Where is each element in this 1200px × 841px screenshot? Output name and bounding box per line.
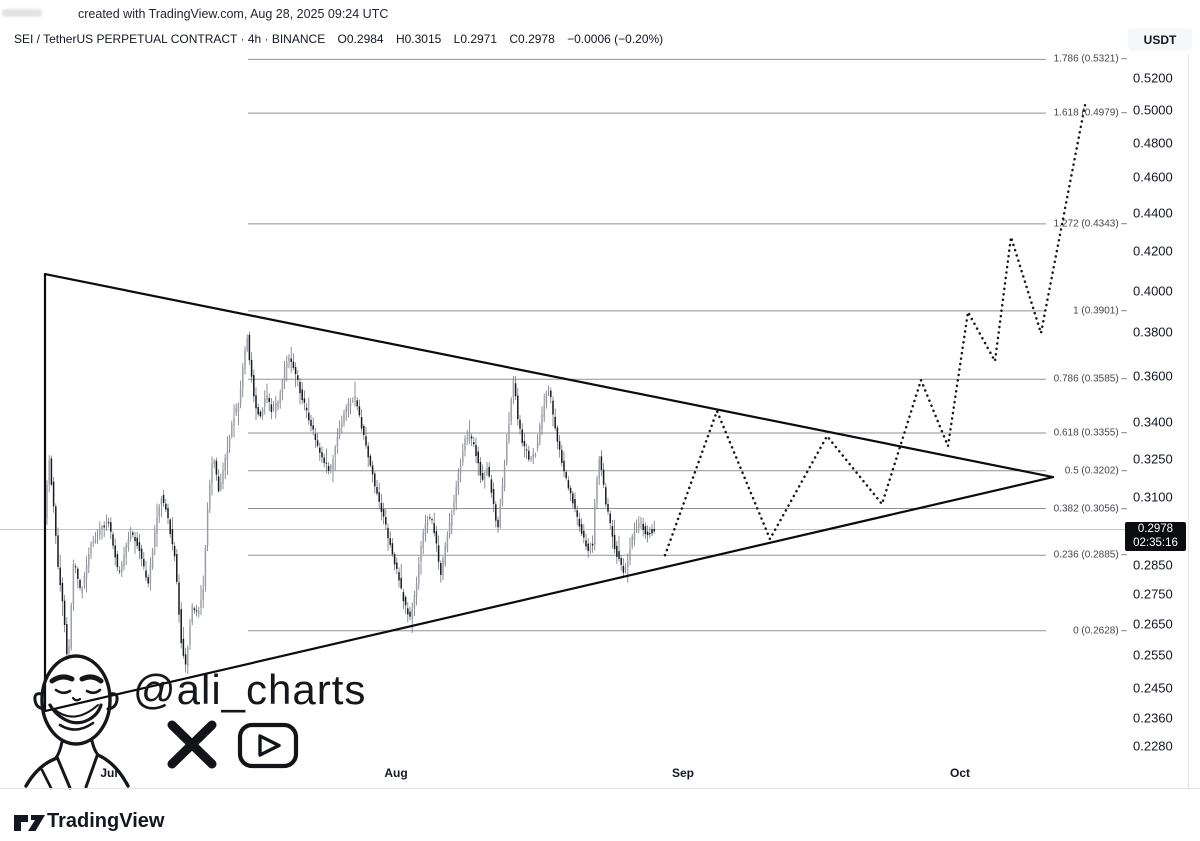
last-price-value: 0.2978 [1137,523,1174,535]
bar-countdown: 02:35:16 [1133,536,1178,549]
price-tick: 0.3250 [1133,451,1173,467]
last-price-badge: 0.2978 02:35:16 [1125,522,1186,551]
avatar-face-drawing [24,654,130,790]
ohlc-close: C0.2978 [509,32,555,46]
time-axis-label-oct: Oct [949,766,971,780]
watermark-handle: @ali_charts [133,666,367,713]
fib-label: 0.236 (0.2885) – [1053,549,1127,561]
candlesticks [46,331,655,674]
price-tick: 0.5200 [1133,70,1173,86]
price-tick: 0.3600 [1133,368,1173,384]
time-axis-label-aug: Aug [384,766,408,780]
symbol-header: SEI / TetherUS PERPETUAL CONTRACT · 4h ·… [14,32,672,46]
price-tick: 0.4200 [1133,243,1173,259]
price-tick: 0.2550 [1133,647,1173,663]
ohlc-high: H0.3015 [395,32,442,46]
credit-line: created with TradingView.com, Aug 28, 20… [78,7,389,21]
time-axis-label-jul: Jul [100,766,118,780]
fib-label: 1 (0.3901) – [1073,305,1127,317]
ohlc-low: L0.2971 [453,32,498,46]
ohlc-change: −0.0006 (−0.20%) [567,32,664,46]
price-tick: 0.4800 [1133,135,1173,151]
projected-price-path[interactable] [663,98,1088,557]
price-tick: 0.4400 [1133,205,1173,221]
time-axis-label-sep: Sep [671,766,695,780]
x-logo-icon[interactable] [167,720,217,769]
price-tick: 0.4600 [1133,169,1173,185]
fib-label: 1.786 (0.5321) – [1053,53,1127,65]
currency-toggle-button[interactable]: USDT [1128,28,1192,51]
ohlc-open: O0.2984 [337,32,384,46]
fib-label: 0.382 (0.3056) – [1053,503,1127,515]
price-tick: 0.2450 [1133,680,1173,696]
fib-label: 0.618 (0.3355) – [1053,427,1127,439]
price-tick: 0.4000 [1133,283,1173,298]
price-tick: 0.5000 [1133,102,1173,118]
price-tick: 0.3800 [1133,324,1173,340]
price-tick: 0.2650 [1133,616,1173,632]
tradingview-logo-icon[interactable] [13,811,47,835]
youtube-icon[interactable] [237,722,299,769]
fib-label: 1.272 (0.4343) – [1053,218,1127,230]
fib-label: 0.5 (0.3202) – [1064,465,1127,477]
price-tick: 0.2850 [1133,557,1173,573]
fib-label: 1.618 (0.4979) – [1053,107,1127,119]
fib-level-lines [248,58,1046,632]
price-tick: 0.2360 [1133,710,1173,726]
symbol-title: SEI / TetherUS PERPETUAL CONTRACT · 4h ·… [14,32,326,46]
watermark-artwork [24,654,299,790]
price-tick: 0.2750 [1133,586,1173,602]
time-scale-border [0,788,1200,789]
price-tick: 0.2280 [1133,738,1173,754]
price-scale-border [1188,55,1189,788]
triangle-trendlines[interactable] [43,272,1055,713]
fib-label: 0.786 (0.3585) – [1053,373,1127,385]
tradingview-brand-text[interactable]: TradingView [47,810,165,832]
blurred-fragment [2,9,42,17]
fib-label: 0 (0.2628) – [1073,625,1127,637]
price-tick: 0.3100 [1133,489,1173,505]
price-tick: 0.3400 [1133,414,1173,430]
